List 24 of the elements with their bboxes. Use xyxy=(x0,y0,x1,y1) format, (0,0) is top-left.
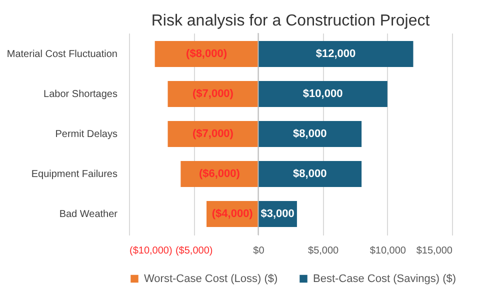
data-label: ($7,000) xyxy=(192,128,234,140)
y-tick-label: Material Cost Fluctuation xyxy=(6,49,118,60)
data-label: ($8,000) xyxy=(186,48,228,60)
data-label: ($6,000) xyxy=(198,168,240,180)
data-label: $8,000 xyxy=(293,168,327,180)
x-tick-label: $5,000 xyxy=(308,246,340,256)
x-tick-label: $10,000 xyxy=(370,246,406,256)
x-tick-label: ($5,000) xyxy=(175,246,213,256)
x-tick-label: $0 xyxy=(253,246,265,256)
x-tick-label: $15,000 xyxy=(416,246,453,256)
y-tick-label: Bad Weather xyxy=(59,209,118,220)
data-label: $10,000 xyxy=(302,88,343,100)
x-tick-label: ($10,000) xyxy=(130,246,172,256)
data-label: $12,000 xyxy=(316,48,356,60)
y-tick-label: Permit Delays xyxy=(55,129,118,140)
y-tick-label: Equipment Failures xyxy=(31,169,118,180)
data-label: $8,000 xyxy=(293,128,327,140)
legend-label: Worst-Case Cost (Loss) ($) xyxy=(144,272,278,285)
chart-title: Risk analysis for a Construction Project xyxy=(151,12,430,30)
data-label: $3,000 xyxy=(260,208,294,220)
y-tick-label: Labor Shortages xyxy=(44,89,118,100)
data-label: ($7,000) xyxy=(192,88,234,100)
legend-label: Best-Case Cost (Savings) ($) xyxy=(313,272,456,285)
data-label: ($4,000) xyxy=(212,208,254,220)
